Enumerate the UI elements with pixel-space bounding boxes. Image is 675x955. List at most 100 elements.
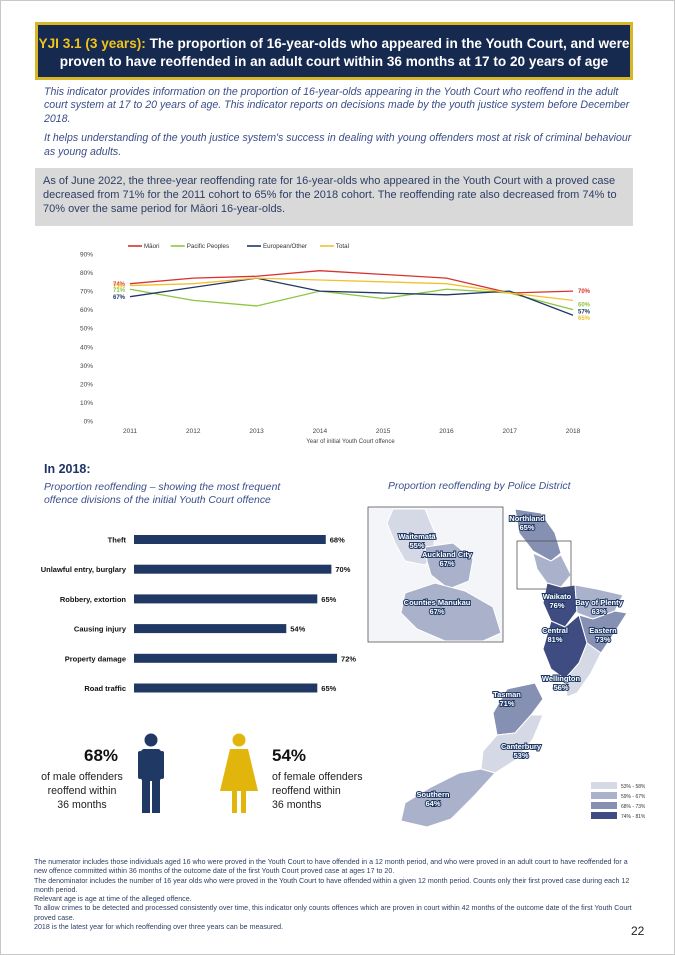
district-name-label: Wellington (542, 674, 581, 683)
footnote-2: The denominator includes the number of 1… (34, 876, 630, 894)
footnote-3: Relevant age is age at time of the alleg… (34, 895, 192, 904)
district-value-label: 71% (499, 699, 514, 708)
bar-category-label: Causing injury (74, 625, 127, 634)
male-figure-icon (138, 733, 164, 813)
counties-manukau-region (400, 582, 502, 642)
intro-paragraph-2: It helps understanding of the youth just… (44, 132, 632, 158)
footnote-4: To allow crimes to be detected and proce… (34, 904, 632, 922)
auckland-city-region (424, 542, 474, 590)
page-number: 22 (631, 924, 645, 938)
bar (134, 624, 287, 634)
legend-swatch (591, 792, 617, 799)
series-end-label: 65% (578, 316, 591, 322)
x-tick-label: 2015 (376, 428, 391, 435)
y-tick-label: 0% (84, 419, 94, 426)
bar-value-label: 65% (321, 684, 336, 693)
series-start-label: 73% (113, 284, 126, 290)
district-value-label: 63% (591, 607, 606, 616)
series-start-label: 71% (113, 288, 126, 294)
y-tick-label: 80% (80, 270, 93, 277)
series-line (129, 270, 574, 294)
map-subtitle: Proportion reoffending by Police Distric… (388, 481, 571, 492)
district-value-label: 73% (595, 635, 610, 644)
female-stat-description: of female offenders reoffend within 36 m… (272, 770, 382, 812)
district-name-label: Counties Manukau (404, 598, 471, 607)
x-tick-label: 2017 (502, 428, 517, 435)
footnotes: The numerator includes those individuals… (34, 858, 640, 932)
series-end-label: 60% (578, 302, 591, 308)
x-tick-label: 2012 (186, 428, 201, 435)
north-island (514, 508, 628, 698)
bar (134, 535, 326, 544)
bar-value-label: 70% (335, 565, 350, 574)
female-line-2: reoffend within (272, 785, 341, 797)
footnote-1: The numerator includes those individuals… (34, 858, 628, 876)
district-name-label: Northland (509, 514, 545, 523)
legend-label: Māori (144, 243, 159, 250)
legend-label: European/Other (263, 243, 307, 250)
x-tick-label: 2013 (249, 428, 264, 435)
intro-paragraph-1: This indicator provides information on t… (44, 86, 630, 125)
legend-swatch (591, 812, 617, 819)
map-legend: 53% - 58% 59% - 67% 68% - 73% 74% - 81% (591, 782, 645, 820)
series-line (129, 277, 574, 302)
x-axis-label: Year of initial Youth Court offence (306, 439, 395, 445)
district-value-label: 67% (439, 559, 454, 568)
series-start-label: 74% (113, 282, 126, 288)
auckland-region (532, 552, 572, 588)
auckland-inset (367, 506, 504, 643)
legend-label: Total (336, 243, 349, 250)
female-figure-icon (220, 733, 258, 813)
district-name-label: Auckland City (422, 550, 473, 559)
bar-value-label: 54% (290, 625, 305, 634)
legend-label: 53% - 58% (621, 784, 645, 790)
y-tick-label: 10% (80, 400, 93, 407)
y-tick-label: 90% (80, 252, 93, 259)
female-line-1: of female offenders (272, 771, 363, 783)
y-tick-label: 60% (80, 307, 93, 314)
male-percentage: 68% (84, 746, 119, 765)
x-tick-label: 2018 (566, 428, 581, 435)
legend-swatch (591, 802, 617, 809)
inset-marker (516, 540, 572, 590)
district-name-label: Waikato (543, 592, 572, 601)
district-name-label: Tasman (493, 690, 521, 699)
bar-value-label: 68% (330, 536, 345, 545)
legend-label: Pacific Peoples (187, 243, 229, 250)
bar-category-label: Property damage (65, 654, 126, 663)
summary-box: As of June 2022, the three-year reoffend… (35, 168, 633, 226)
district-value-label: 53% (513, 751, 528, 760)
waitemata-region (386, 508, 436, 566)
district-value-label: 56% (553, 683, 568, 692)
district-value-label: 65% (519, 523, 534, 532)
bar-category-label: Robbery, extortion (60, 595, 127, 604)
district-value-label: 55% (409, 541, 424, 550)
district-value-label: 76% (549, 601, 564, 610)
offence-bar-chart: Theft 68% Unlawful entry, burglary 70% Robbe… (41, 535, 356, 693)
bar-category-label: Unlawful entry, burglary (41, 565, 127, 574)
bar-category-label: Theft (108, 536, 127, 545)
footnote-5: 2018 is the latest year for which reoffe… (34, 923, 284, 932)
series-end-label: 70% (578, 289, 591, 295)
x-tick-label: 2014 (313, 428, 328, 435)
district-value-label: 67% (429, 607, 444, 616)
district-value-label: 64% (425, 799, 440, 808)
title-line-2: proven to have reoffended in an adult co… (59, 54, 609, 69)
series-end-label: 57% (578, 310, 591, 316)
y-tick-label: 20% (80, 381, 93, 388)
indicator-code: YJI 3.1 (3 years): (38, 36, 146, 51)
female-line-3: 36 months (272, 799, 322, 811)
indicator-title-banner: YJI 3.1 (3 years): The proportion of 16-… (35, 22, 633, 80)
district-name-label: Eastern (589, 626, 617, 635)
series-start-label: 67% (113, 295, 126, 301)
bar (134, 653, 338, 663)
x-tick-label: 2011 (123, 428, 137, 435)
district-name-label: Canterbury (501, 742, 542, 751)
reoffending-line-chart: 0% 10% 20% 30% 40% 50% 60% 70% 80% 90% 2011 2012 201… (80, 243, 591, 445)
bar-category-label: Road traffic (84, 684, 126, 693)
canterbury-region (480, 714, 544, 774)
bar-chart-subtitle: Proportion reoffending – showing the mos… (44, 482, 281, 506)
section-heading: In 2018: (44, 462, 91, 476)
